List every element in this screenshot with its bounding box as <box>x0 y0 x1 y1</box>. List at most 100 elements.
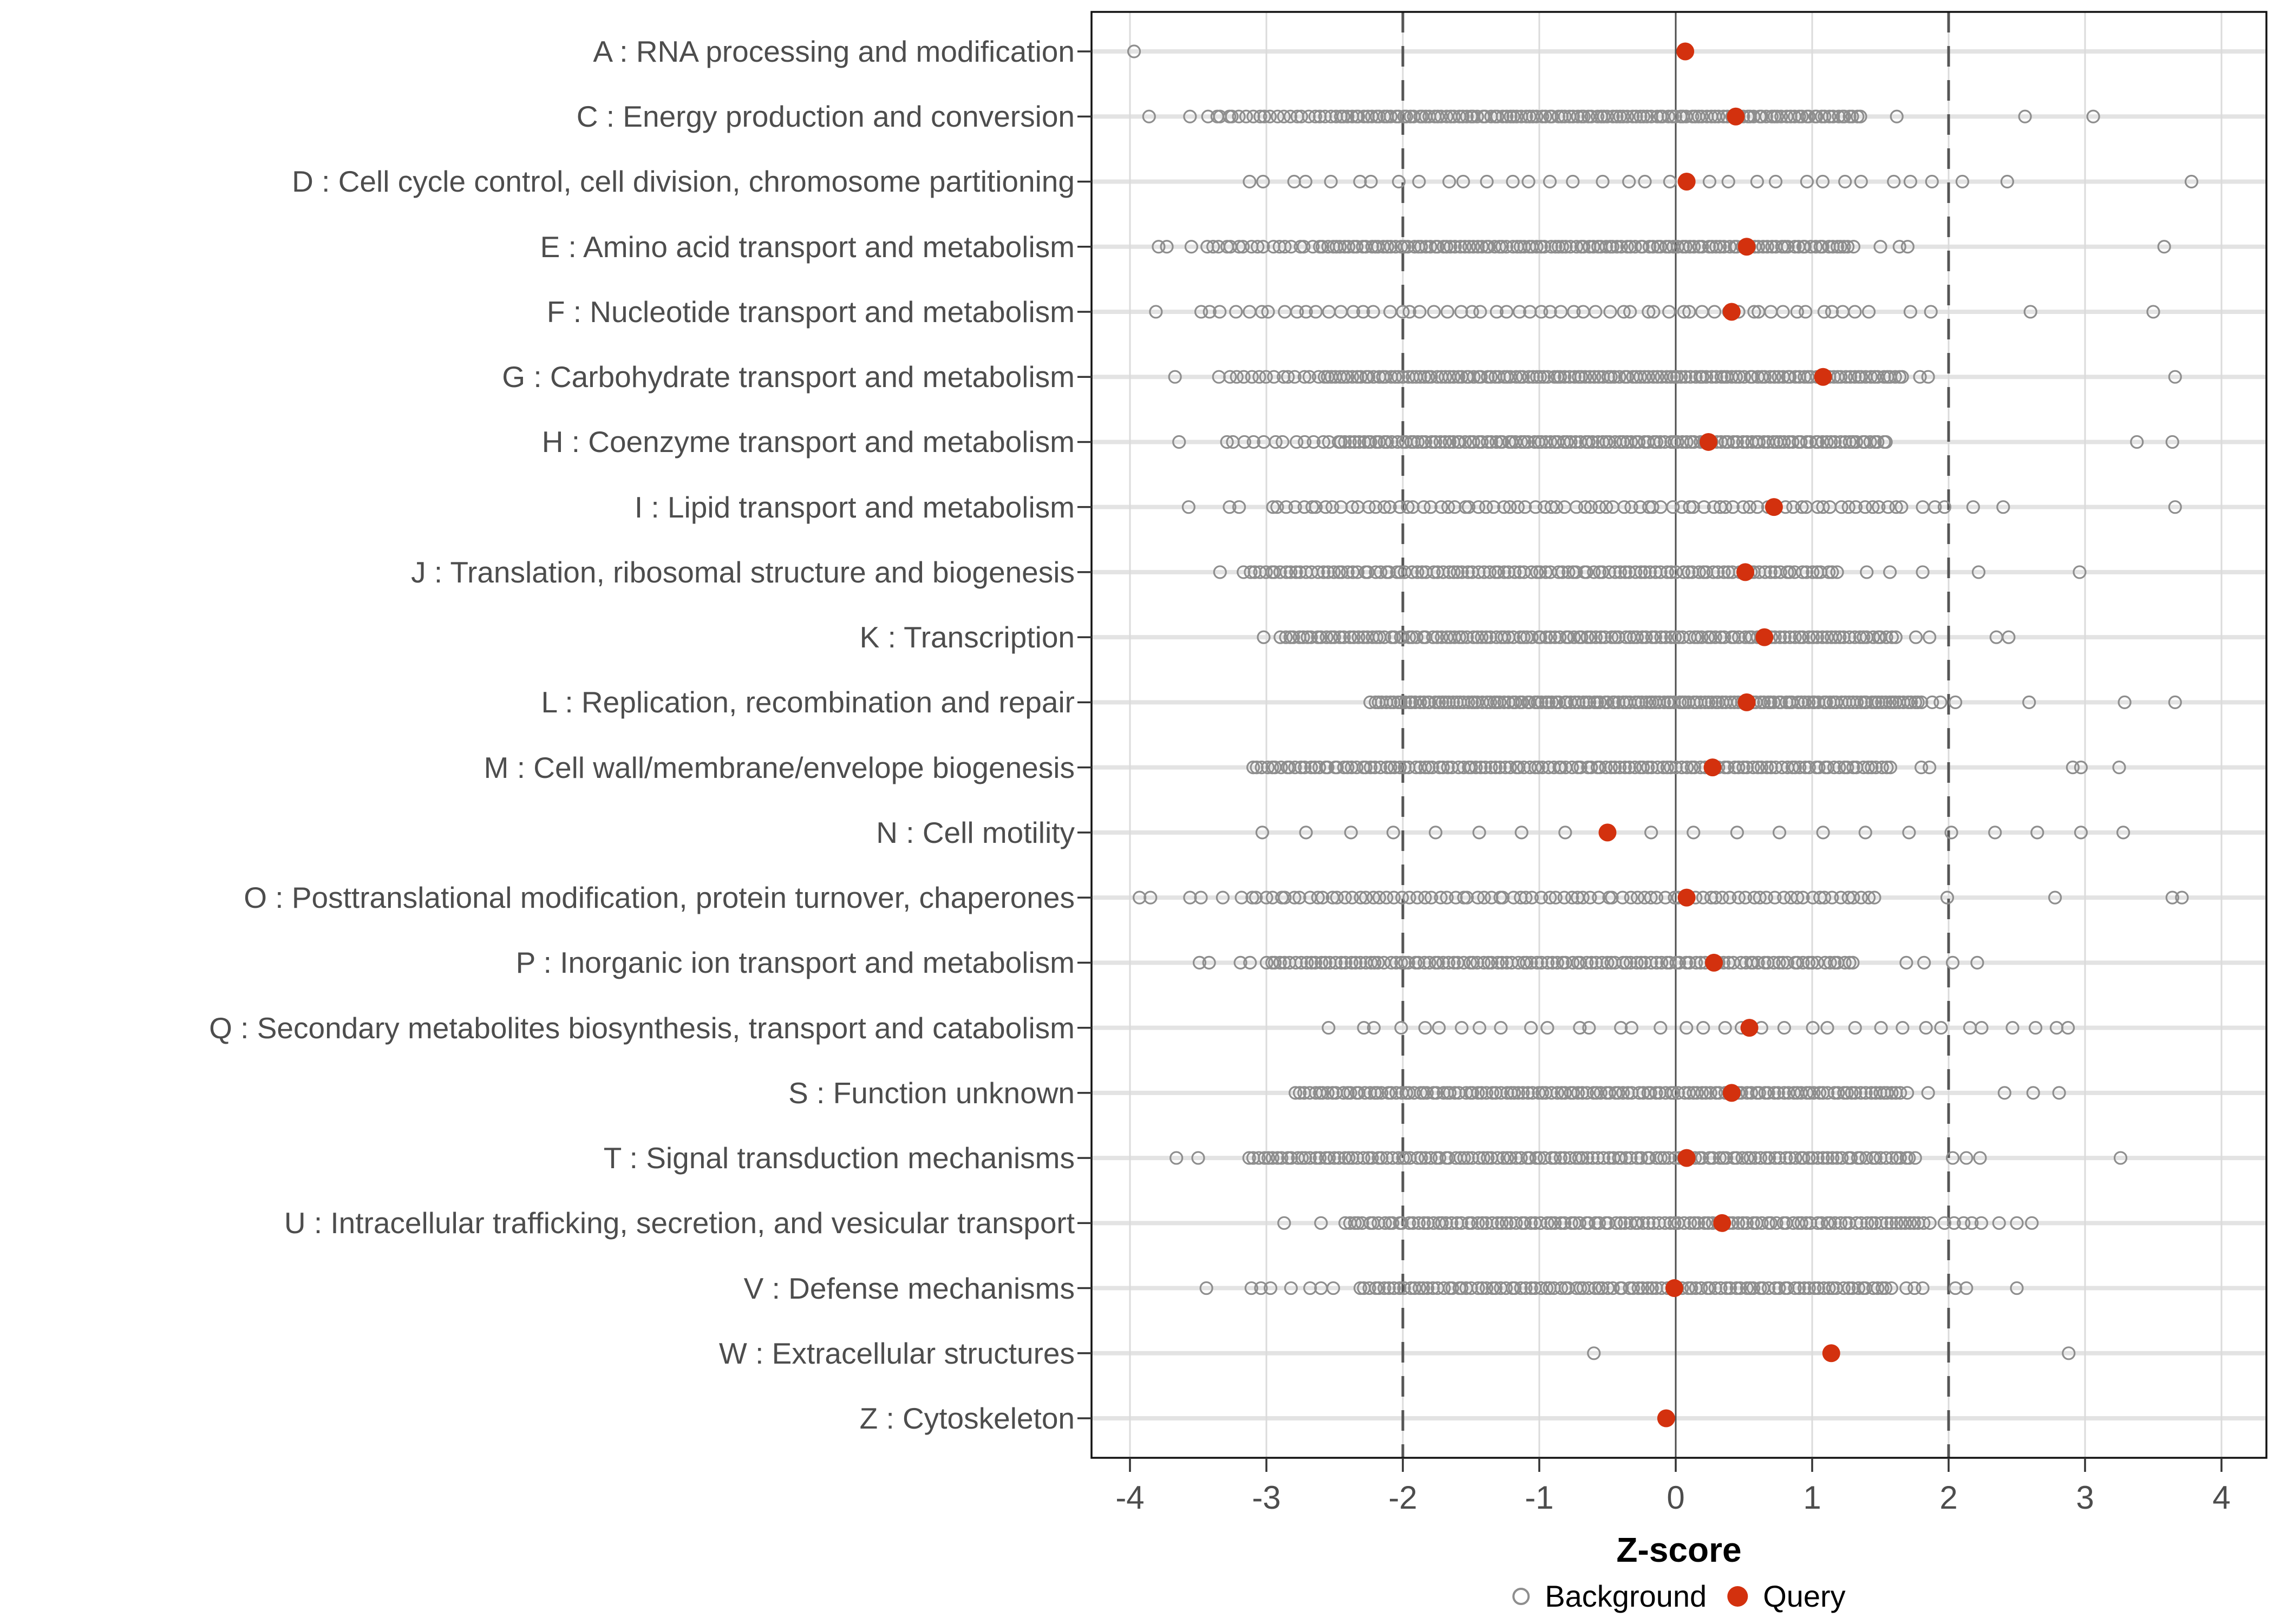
background-point <box>1644 955 1658 970</box>
background-point <box>1595 565 1610 579</box>
background-point <box>2184 174 2199 189</box>
background-point <box>1489 305 1504 319</box>
background-point <box>1645 630 1659 644</box>
background-point <box>1432 1020 1446 1035</box>
background-point <box>1506 630 1520 644</box>
background-point <box>1660 565 1674 579</box>
background-point <box>1374 1086 1389 1100</box>
background-point <box>1723 890 1737 905</box>
background-point <box>1828 435 1842 449</box>
background-point <box>1574 630 1589 644</box>
background-point <box>1244 1281 1258 1295</box>
background-point <box>1521 174 1535 189</box>
background-point <box>1384 240 1398 254</box>
background-point <box>1866 630 1880 644</box>
background-point <box>1834 1216 1848 1230</box>
background-point <box>1294 955 1308 970</box>
background-point <box>1848 305 1862 319</box>
background-point <box>1805 955 1819 970</box>
background-point <box>1416 1281 1430 1295</box>
background-point <box>2062 1346 2076 1360</box>
y-axis-label-O: O : Posttranslational modification, prot… <box>244 881 1075 915</box>
background-point <box>1750 500 1765 514</box>
background-point <box>1966 500 1980 514</box>
background-point <box>1525 565 1539 579</box>
background-point <box>1213 565 1227 579</box>
background-point <box>1414 240 1428 254</box>
background-point <box>1286 630 1301 644</box>
background-point <box>1543 890 1557 905</box>
background-point <box>1423 500 1437 514</box>
background-point <box>1524 1020 1538 1035</box>
background-point <box>1199 1281 1213 1295</box>
background-point <box>1608 761 1622 775</box>
background-point <box>1646 240 1660 254</box>
background-point <box>1703 1281 1717 1295</box>
background-point <box>1833 630 1847 644</box>
background-point <box>1479 1086 1493 1100</box>
background-point <box>1754 109 1769 123</box>
background-point <box>1858 826 1872 840</box>
background-point <box>1484 761 1498 775</box>
background-point <box>1707 305 1722 319</box>
background-point <box>1466 240 1480 254</box>
background-point <box>1438 435 1452 449</box>
background-point <box>1733 1281 1747 1295</box>
query-point-M <box>1703 758 1722 777</box>
background-point <box>1630 955 1644 970</box>
background-point <box>1798 761 1813 775</box>
background-point <box>1370 1086 1384 1100</box>
background-point <box>1380 240 1394 254</box>
background-point <box>1660 761 1674 775</box>
background-point <box>1697 500 1711 514</box>
background-point <box>1554 305 1568 319</box>
background-point <box>1475 1216 1489 1230</box>
background-point <box>1258 1151 1272 1165</box>
background-point <box>1455 565 1469 579</box>
y-axis-label-V: V : Defense mechanisms <box>743 1271 1075 1305</box>
background-point <box>1837 240 1851 254</box>
background-point <box>1828 630 1842 644</box>
background-point <box>1533 565 1547 579</box>
background-point <box>1426 1281 1440 1295</box>
background-point <box>1874 1020 1888 1035</box>
background-point <box>1768 174 1783 189</box>
background-point <box>1346 305 1361 319</box>
background-point <box>1721 435 1735 449</box>
background-point <box>1578 370 1592 384</box>
background-point <box>1448 500 1462 514</box>
background-point <box>1410 890 1424 905</box>
background-point <box>1252 370 1266 384</box>
background-point <box>1418 1020 1432 1035</box>
background-point <box>1585 1151 1600 1165</box>
background-point <box>1898 1216 1912 1230</box>
background-point <box>1298 761 1312 775</box>
background-point <box>1635 630 1649 644</box>
background-point <box>1356 630 1370 644</box>
background-point <box>1524 1216 1538 1230</box>
background-point <box>1472 826 1486 840</box>
background-point <box>1394 1020 1408 1035</box>
background-point <box>1456 695 1471 710</box>
background-point <box>1453 240 1467 254</box>
background-point <box>1902 826 1916 840</box>
background-point <box>1494 1020 1508 1035</box>
background-point <box>1914 695 1929 710</box>
background-point <box>1902 1151 1916 1165</box>
background-point <box>1556 565 1570 579</box>
background-point <box>1579 565 1593 579</box>
background-point <box>1514 1151 1528 1165</box>
background-point <box>1641 761 1655 775</box>
background-point <box>1630 630 1644 644</box>
background-point <box>1718 500 1733 514</box>
panel-border <box>1090 11 2268 1459</box>
background-point <box>1752 435 1766 449</box>
background-point <box>1795 565 1809 579</box>
background-point <box>1460 109 1474 123</box>
background-point <box>1923 630 1937 644</box>
background-point <box>1809 240 1823 254</box>
background-point <box>1748 1151 1762 1165</box>
background-point <box>1471 630 1485 644</box>
background-point <box>1890 1216 1904 1230</box>
background-point <box>1311 565 1325 579</box>
